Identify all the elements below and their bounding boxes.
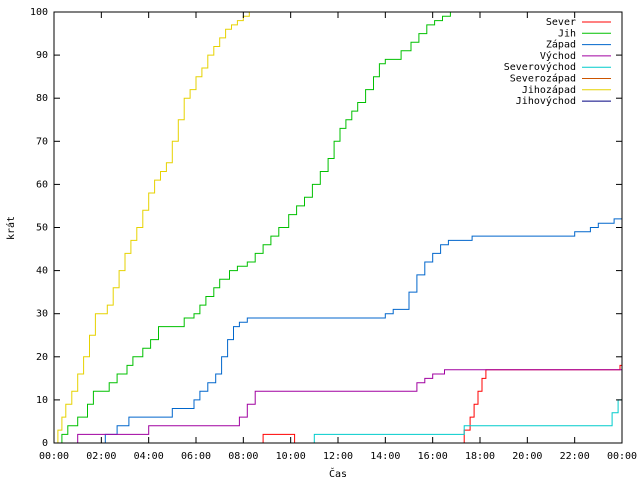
x-axis: 00:00 02:00 04:00 06:00 08:00 10:00 12:00 14:00… — [39, 12, 637, 462]
x-tick-label: 22:00 — [560, 451, 590, 462]
legend-label: Východ — [540, 50, 576, 62]
x-tick-label: 02:00 — [86, 451, 116, 462]
legend: SeverJihZápadVýchodSeverovýchodSeverozáp… — [504, 17, 611, 107]
series-line-6 — [54, 11, 622, 444]
y-tick-label: 90 — [36, 50, 48, 61]
x-tick-label: 16:00 — [418, 451, 448, 462]
legend-label: Severozápad — [510, 73, 576, 85]
y-tick-label: 30 — [36, 309, 48, 320]
x-tick-label: 08:00 — [228, 451, 258, 462]
y-axis: 0 10 20 30 40 50 60 70 80 90 100 — [30, 7, 622, 449]
legend-label: Západ — [546, 39, 576, 51]
x-tick-label: 00:00 — [607, 451, 637, 462]
y-tick-label: 60 — [36, 179, 48, 190]
x-tick-label: 10:00 — [276, 451, 306, 462]
y-tick-label: 20 — [36, 352, 48, 363]
series-line-3 — [69, 369, 622, 444]
y-tick-label: 100 — [30, 7, 48, 18]
y-tick-label: 10 — [36, 395, 48, 406]
x-axis-title: Čas — [329, 467, 347, 480]
legend-label: Jihozápad — [522, 84, 576, 96]
x-tick-label: 12:00 — [323, 451, 353, 462]
y-tick-label: 70 — [36, 136, 48, 147]
y-tick-label: 0 — [42, 438, 48, 449]
legend-label: Severovýchod — [504, 61, 576, 73]
x-tick-label: 18:00 — [465, 451, 495, 462]
y-axis-title: krát — [5, 216, 17, 240]
series-line-4 — [310, 399, 622, 444]
x-tick-label: 06:00 — [181, 451, 211, 462]
x-tick-label: 00:00 — [39, 451, 69, 462]
legend-label: Jihovýchod — [516, 95, 576, 107]
legend-label: Sever — [546, 17, 576, 28]
legend-label: Jih — [558, 28, 576, 39]
y-tick-label: 50 — [36, 223, 48, 234]
series-line-2 — [99, 218, 622, 444]
y-tick-label: 40 — [36, 266, 48, 277]
x-tick-label: 04:00 — [134, 451, 164, 462]
y-tick-label: 80 — [36, 93, 48, 104]
x-tick-label: 20:00 — [512, 451, 542, 462]
x-tick-label: 14:00 — [370, 451, 400, 462]
series-line-1 — [56, 11, 622, 444]
